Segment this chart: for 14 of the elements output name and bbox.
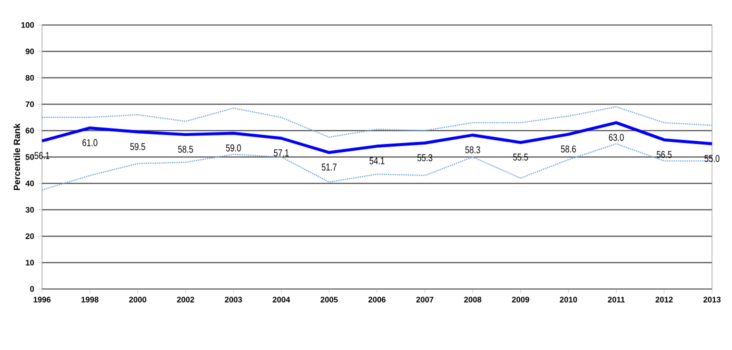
data-label: 55.0 bbox=[704, 154, 720, 162]
y-axis-title: Percentile Rank bbox=[13, 123, 20, 190]
data-label: 59.5 bbox=[130, 143, 146, 150]
data-label: 54.1 bbox=[370, 157, 384, 164]
data-label: 58.6 bbox=[560, 145, 576, 152]
data-label: 63.0 bbox=[608, 134, 624, 141]
data-label: 61.0 bbox=[82, 139, 98, 146]
data-label: 56.5 bbox=[656, 151, 672, 158]
data-label: 58.5 bbox=[178, 146, 193, 153]
data-label: 56.1 bbox=[34, 152, 50, 160]
data-label: 59.0 bbox=[226, 144, 241, 152]
data-label: 57.1 bbox=[274, 149, 289, 156]
data-label: 51.7 bbox=[322, 164, 336, 171]
data-label: 58.3 bbox=[465, 146, 480, 154]
